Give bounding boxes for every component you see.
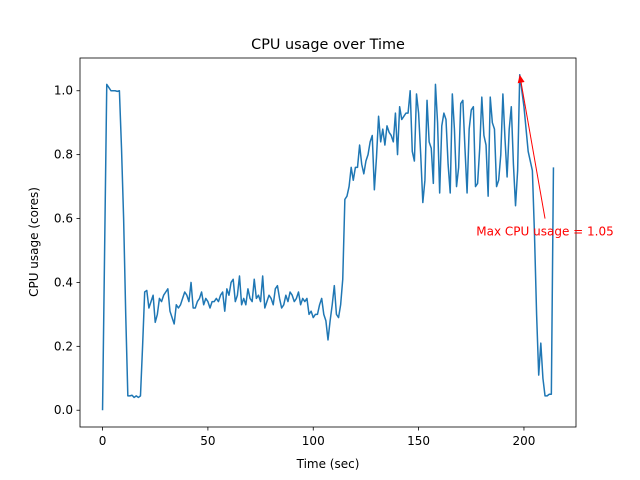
y-tick-label: 0.8 bbox=[54, 148, 73, 162]
chart-title: CPU usage over Time bbox=[251, 37, 405, 53]
line bbox=[101, 74, 555, 411]
y-tick-label: 0.6 bbox=[54, 212, 73, 226]
y-tick-label: 0.0 bbox=[54, 403, 73, 417]
y-tick-label: 0.2 bbox=[54, 339, 73, 353]
axes-frame bbox=[79, 57, 577, 428]
x-tick-label: 150 bbox=[407, 434, 430, 448]
y-tick-label: 1.0 bbox=[54, 84, 73, 98]
x-tick-label: 0 bbox=[99, 434, 107, 448]
y-axis-label: CPU usage (cores) bbox=[27, 187, 41, 297]
x-tick-label: 100 bbox=[302, 434, 325, 448]
annotation-text: Max CPU usage = 1.05 bbox=[476, 225, 613, 239]
y-tick-label: 0.4 bbox=[54, 275, 73, 289]
x-axis-label: Time (sec) bbox=[296, 457, 360, 471]
x-tick-label: 50 bbox=[200, 434, 215, 448]
x-tick-label: 200 bbox=[513, 434, 536, 448]
annotation-arrow bbox=[520, 82, 546, 219]
annotation-arrowhead bbox=[517, 74, 525, 84]
